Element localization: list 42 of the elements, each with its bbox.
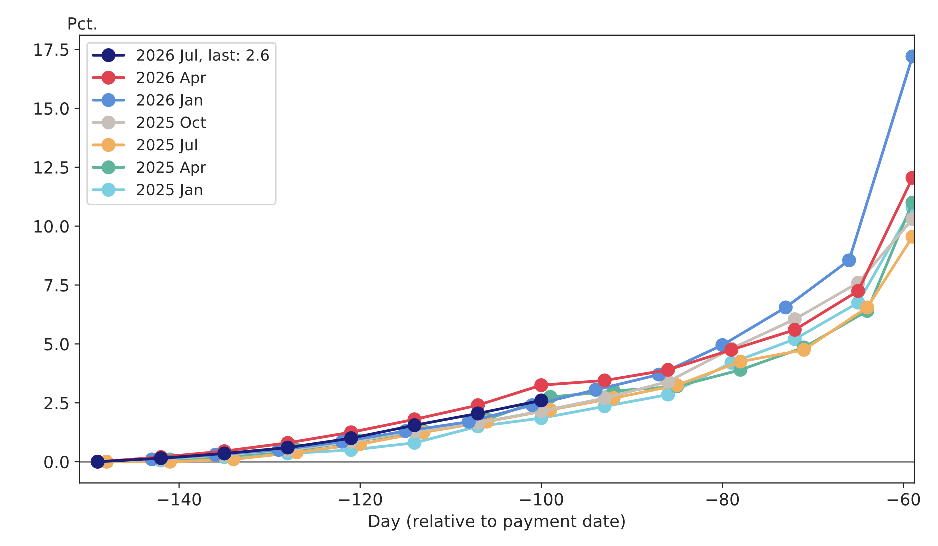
point xyxy=(471,406,486,421)
point xyxy=(842,254,856,268)
point xyxy=(462,415,476,429)
point xyxy=(344,431,358,446)
point xyxy=(734,354,748,369)
x-tick-label: −120 xyxy=(339,493,382,506)
point xyxy=(788,323,802,337)
y-tick-label: 17.5 xyxy=(34,44,69,56)
legend-label: 2026 Apr xyxy=(137,72,206,86)
point xyxy=(408,436,422,450)
y-tick-label: 15.0 xyxy=(34,102,69,116)
point xyxy=(851,284,866,298)
y-tick-label: 5.0 xyxy=(44,338,69,351)
y-axis-title: Pct. xyxy=(68,18,96,30)
point xyxy=(779,300,793,315)
point xyxy=(661,363,676,378)
x-tick-label: −140 xyxy=(158,493,202,506)
legend-label: 2025 Jul xyxy=(137,138,197,154)
x-tick-label: −80 xyxy=(706,493,740,506)
point xyxy=(598,391,612,406)
y-tick-label: 7.5 xyxy=(44,279,69,292)
legend-label: 2025 Jan xyxy=(137,184,202,198)
y-tick-label: 2.5 xyxy=(44,397,69,410)
point xyxy=(408,418,422,432)
point xyxy=(588,383,603,398)
point xyxy=(281,440,295,455)
point xyxy=(661,388,676,402)
x-tick-label: −100 xyxy=(520,493,564,506)
point xyxy=(534,394,548,408)
x-axis-title: Day (relative to payment date) xyxy=(370,514,625,531)
legend-label: 2025 Apr xyxy=(137,162,206,176)
point xyxy=(598,374,612,388)
y-tick-label: 12.5 xyxy=(34,161,69,174)
point xyxy=(860,300,874,315)
point xyxy=(797,343,812,358)
point xyxy=(534,378,548,392)
legend-label: 2025 Oct xyxy=(137,116,206,128)
y-tick-label: 0.0 xyxy=(44,456,69,469)
legend-label: 2026 Jan xyxy=(137,94,202,109)
legend-label: 2026 Jul, last: 2.6 xyxy=(137,49,270,64)
x-tick-label: −60 xyxy=(888,493,920,506)
y-tick-label: 10.0 xyxy=(34,220,69,233)
